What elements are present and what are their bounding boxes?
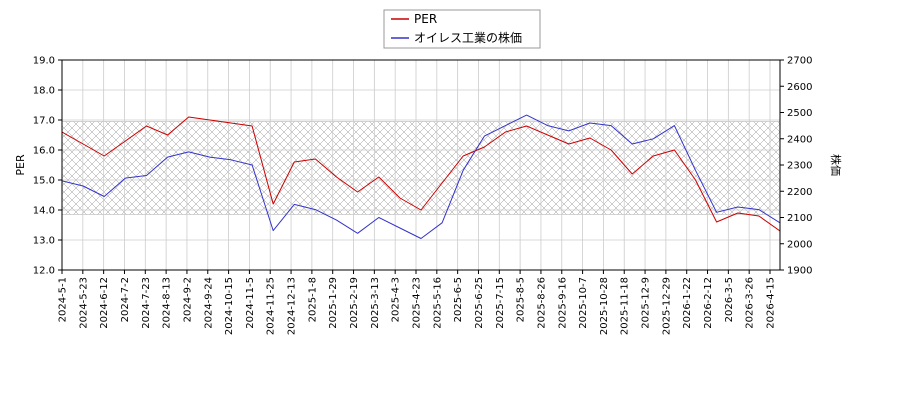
x-tick-label: 2025-6-5 <box>453 277 464 322</box>
x-tick-label: 2025-9-16 <box>557 277 568 329</box>
y-right-tick-label: 2200 <box>787 187 812 198</box>
legend: PER オイレス工業の株価 <box>383 9 541 49</box>
shaded-band <box>61 121 781 215</box>
series-line-per <box>62 116 780 232</box>
y-right-tick-label: 2400 <box>787 134 812 145</box>
y-right-tick-label: 2500 <box>787 108 812 119</box>
x-tick-label: 2025-10-28 <box>599 277 610 335</box>
x-tick-label: 2024-11-5 <box>245 277 256 329</box>
x-tick-label: 2024-12-13 <box>287 277 298 335</box>
legend-label-price: オイレス工業の株価 <box>414 30 522 45</box>
x-tick-label: 2025-1-29 <box>328 277 339 329</box>
x-tick-label: 2025-6-25 <box>474 277 485 329</box>
x-tick-label: 2026-3-5 <box>724 277 735 322</box>
y-right-tick-label: 2000 <box>787 239 812 250</box>
x-tick-label: 2025-11-18 <box>620 277 631 335</box>
x-tick-label: 2025-1-8 <box>307 277 318 322</box>
x-tick-label: 2026-4-15 <box>766 277 777 329</box>
y-left-tick-label: 18.0 <box>33 86 55 97</box>
x-tick-label: 2025-3-13 <box>370 277 381 329</box>
x-tick-label: 2024-5-1 <box>58 277 69 322</box>
x-tick-label: 2024-10-15 <box>224 277 235 335</box>
x-tick-label: 2026-1-22 <box>682 277 693 329</box>
x-tick-label: 2024-9-24 <box>203 277 214 329</box>
y-left-axis-title: PER <box>14 154 27 176</box>
x-tick-label: 2025-8-26 <box>536 277 547 329</box>
y-right-tick-label: 1900 <box>787 266 812 277</box>
y-right-tick-label: 2300 <box>787 161 812 172</box>
x-tick-label: 2026-2-12 <box>703 277 714 329</box>
x-tick-label: 2025-4-23 <box>412 277 423 329</box>
y-left-tick-label: 14.0 <box>33 206 55 217</box>
y-right-tick-label: 2700 <box>787 56 812 67</box>
series-line-price <box>62 114 780 239</box>
x-tick-label: 2025-5-16 <box>432 277 443 329</box>
y-left-tick-label: 17.0 <box>33 116 55 127</box>
y-right-tick-label: 2600 <box>787 82 812 93</box>
x-tick-label: 2025-8-5 <box>516 277 527 322</box>
x-tick-label: 2024-9-2 <box>182 277 193 322</box>
y-left-tick-label: 12.0 <box>33 266 55 277</box>
legend-box <box>383 9 541 49</box>
x-tick-label: 2024-6-12 <box>99 277 110 329</box>
x-tick-label: 2024-7-2 <box>120 277 131 322</box>
x-tick-label: 2025-12-29 <box>661 277 672 335</box>
x-tick-label: 2024-11-25 <box>266 277 277 335</box>
legend-label-per: PER <box>414 12 437 26</box>
x-tick-label: 2025-7-15 <box>495 277 506 329</box>
x-tick-label: 2025-2-19 <box>349 277 360 329</box>
y-left-tick-label: 15.0 <box>33 176 55 187</box>
x-tick-label: 2024-8-13 <box>162 277 173 329</box>
x-tick-label: 2025-4-3 <box>391 277 402 322</box>
y-left-tick-label: 19.0 <box>33 56 55 67</box>
y-right-tick-label: 2100 <box>787 213 812 224</box>
y-right-axis-title: 株価 <box>829 154 843 176</box>
x-tick-label: 2025-10-7 <box>578 277 589 329</box>
x-tick-label: 2025-12-9 <box>641 277 652 329</box>
y-left-tick-label: 13.0 <box>33 236 55 247</box>
x-tick-label: 2024-5-23 <box>78 277 89 329</box>
x-tick-label: 2026-3-26 <box>745 277 756 329</box>
y-left-tick-label: 16.0 <box>33 146 55 157</box>
x-tick-label: 2024-7-23 <box>141 277 152 329</box>
